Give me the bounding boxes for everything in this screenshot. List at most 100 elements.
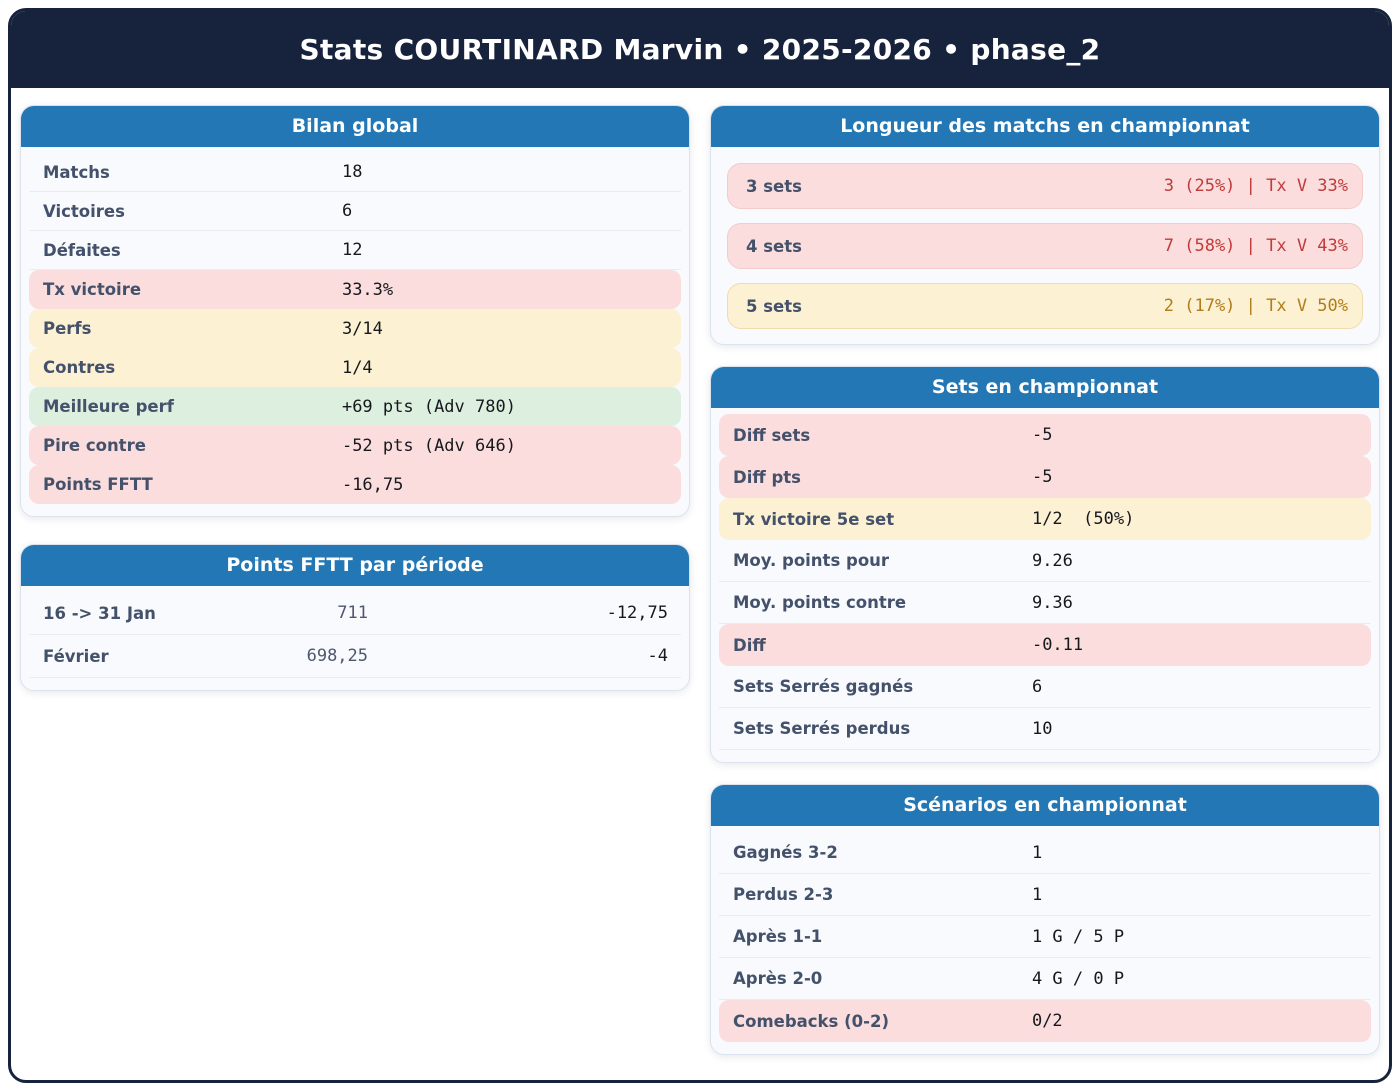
table-row: Février 698,25 -4 xyxy=(29,635,681,678)
match-length-row: 3 sets 3 (25%) | Tx V 33% xyxy=(727,163,1363,209)
row-label: Points FFTT xyxy=(43,475,153,494)
row-label: Matchs xyxy=(43,162,110,182)
row-value: -0.11 xyxy=(1031,635,1084,655)
table-row: Tx victoire 33.3% xyxy=(29,270,681,309)
row-value: 10 xyxy=(1031,718,1053,739)
row-value: +69 pts (Adv 780) xyxy=(341,396,516,417)
table-row: Diff pts -5 xyxy=(719,456,1371,498)
table-row: Diff -0.11 xyxy=(719,624,1371,666)
row-label: Après 2-0 xyxy=(733,969,823,988)
page-header: Stats COURTINARD Marvin • 2025-2026 • ph… xyxy=(11,11,1389,88)
row-label: Diff pts xyxy=(733,467,801,487)
table-row: Défaites 12 xyxy=(29,231,681,270)
row-value: 9.26 xyxy=(1031,550,1073,571)
period-delta: -4 xyxy=(647,646,668,666)
table-row: Perdus 2-3 1 xyxy=(719,874,1371,916)
left-column: Bilan global Matchs 18 Victoires 6 Défaites 1… xyxy=(20,105,690,1076)
table-row: Sets Serrés gagnés 6 xyxy=(719,666,1371,708)
match-length-row: 5 sets 2 (17%) | Tx V 50% xyxy=(727,283,1363,329)
row-value: -5 xyxy=(1031,467,1053,487)
row-label: 4 sets xyxy=(746,236,802,256)
row-label: Moy. points contre xyxy=(733,593,907,612)
table-row: Meilleure perf +69 pts (Adv 780) xyxy=(29,387,681,426)
card-title: Sets en championnat xyxy=(711,367,1379,408)
card-scenarios: Scénarios en championnat Gagnés 3-2 1 Perd… xyxy=(710,784,1380,1055)
card-points-periode: Points FFTT par période 16 -> 31 Jan 711 -… xyxy=(20,544,690,691)
sets-championnat-table: Diff sets -5 Diff pts -5 Tx victoire 5e set 1… xyxy=(711,408,1379,762)
row-value: 1 xyxy=(1031,884,1043,905)
row-label: Victoires xyxy=(43,201,125,221)
row-value: 1 G / 5 P xyxy=(1031,926,1125,947)
row-value: 4 G / 0 P xyxy=(1031,968,1125,989)
row-value: 3 (25%) | Tx V 33% xyxy=(1163,176,1348,196)
row-value: 6 xyxy=(341,201,353,221)
longueur-matchs-list: 3 sets 3 (25%) | Tx V 33% 4 sets 7 (58%) | … xyxy=(711,147,1379,344)
card-sets-championnat: Sets en championnat Diff sets -5 Diff pts -… xyxy=(710,366,1380,763)
row-label: Après 1-1 xyxy=(733,927,823,946)
row-label: Défaites xyxy=(43,240,121,260)
card-title: Scénarios en championnat xyxy=(711,785,1379,826)
table-row: 16 -> 31 Jan 711 -12,75 xyxy=(29,592,681,635)
row-label: Pire contre xyxy=(43,436,146,455)
row-label: Comebacks (0-2) xyxy=(733,1011,889,1031)
row-value: -5 xyxy=(1031,425,1053,445)
table-row: Victoires 6 xyxy=(29,192,681,231)
row-value: 12 xyxy=(341,240,363,260)
period-delta: -12,75 xyxy=(606,603,668,623)
scenarios-table: Gagnés 3-2 1 Perdus 2-3 1 Après 1-1 1 G / 5 P… xyxy=(711,826,1379,1054)
table-row: Tx victoire 5e set 1/2 (50%) xyxy=(719,498,1371,540)
table-row: Comebacks (0-2) 0/2 xyxy=(719,1000,1371,1042)
row-value: 1/2 (50%) xyxy=(1031,509,1135,529)
table-row: Gagnés 3-2 1 xyxy=(719,832,1371,874)
row-label: Diff xyxy=(733,635,766,655)
row-label: Tx victoire 5e set xyxy=(733,509,895,529)
row-label: Perfs xyxy=(43,319,92,338)
row-value: 2 (17%) | Tx V 50% xyxy=(1163,296,1348,316)
row-value: 9.36 xyxy=(1031,592,1073,613)
bilan-global-table: Matchs 18 Victoires 6 Défaites 12 Tx victoire 3… xyxy=(21,147,689,516)
row-label: Sets Serrés perdus xyxy=(733,719,911,738)
card-bilan-global: Bilan global Matchs 18 Victoires 6 Défaites 1… xyxy=(20,105,690,517)
row-label: Perdus 2-3 xyxy=(733,885,834,904)
table-row: Moy. points pour 9.26 xyxy=(719,540,1371,582)
row-value: 7 (58%) | Tx V 43% xyxy=(1163,236,1348,256)
table-row: Contres 1/4 xyxy=(29,348,681,387)
table-row: Pire contre -52 pts (Adv 646) xyxy=(29,426,681,465)
content: Bilan global Matchs 18 Victoires 6 Défaites 1… xyxy=(11,88,1389,1076)
row-value: 6 xyxy=(1031,676,1043,697)
row-value: 33.3% xyxy=(341,279,394,300)
row-value: 0/2 xyxy=(1031,1011,1063,1031)
row-label: Gagnés 3-2 xyxy=(733,843,838,862)
table-row: Moy. points contre 9.36 xyxy=(719,582,1371,624)
card-title: Points FFTT par période xyxy=(21,545,689,586)
table-row: Points FFTT -16,75 xyxy=(29,465,681,504)
period-points: 711 xyxy=(337,603,369,623)
row-value: 1 xyxy=(1031,842,1043,863)
row-value: 1/4 xyxy=(341,357,373,378)
page-title: Stats COURTINARD Marvin • 2025-2026 • ph… xyxy=(299,33,1101,66)
period-label: Février xyxy=(43,646,109,666)
row-label: 5 sets xyxy=(746,296,802,316)
table-row: Sets Serrés perdus 10 xyxy=(719,708,1371,750)
points-periode-table: 16 -> 31 Jan 711 -12,75 Février 698,25 -4 xyxy=(21,586,689,690)
period-points: 698,25 xyxy=(306,646,369,666)
card-longueur-matchs: Longueur des matchs en championnat 3 set… xyxy=(710,105,1380,345)
page-frame: Stats COURTINARD Marvin • 2025-2026 • ph… xyxy=(8,8,1392,1083)
row-label: Tx victoire xyxy=(43,280,142,299)
row-label: 3 sets xyxy=(746,176,802,196)
period-label: 16 -> 31 Jan xyxy=(43,603,156,623)
row-value: 3/14 xyxy=(341,318,383,339)
card-title: Longueur des matchs en championnat xyxy=(711,106,1379,147)
row-label: Diff sets xyxy=(733,425,811,445)
table-row: Après 1-1 1 G / 5 P xyxy=(719,916,1371,958)
row-label: Sets Serrés gagnés xyxy=(733,677,914,696)
row-label: Contres xyxy=(43,358,116,377)
row-label: Moy. points pour xyxy=(733,551,890,570)
right-column: Longueur des matchs en championnat 3 set… xyxy=(710,105,1380,1076)
row-label: Meilleure perf xyxy=(43,397,174,416)
table-row: Perfs 3/14 xyxy=(29,309,681,348)
table-row: Après 2-0 4 G / 0 P xyxy=(719,958,1371,1000)
table-row: Matchs 18 xyxy=(29,153,681,192)
row-value: -16,75 xyxy=(341,474,404,495)
table-row: Diff sets -5 xyxy=(719,414,1371,456)
